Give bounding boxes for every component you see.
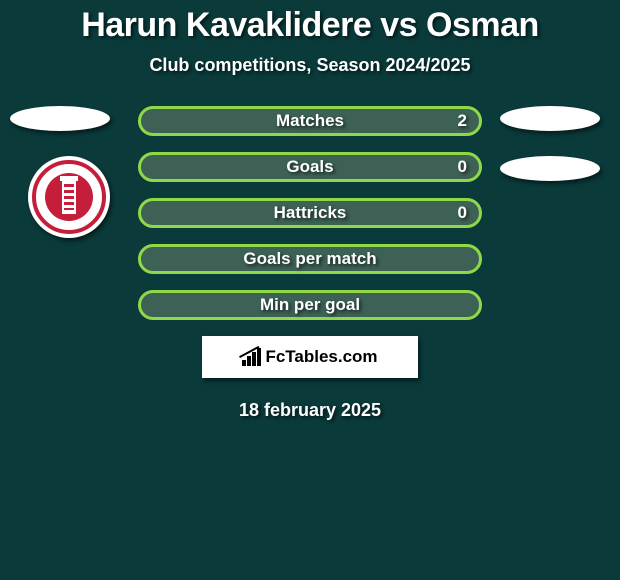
club-badge-center [45,173,93,221]
bar-chart-icon [242,348,261,366]
club-badge-left [28,156,110,238]
left-player-column [10,106,110,238]
tower-icon [62,180,76,214]
comparison-content: Matches 2 Goals 0 Hattricks 0 Goals per … [0,106,620,421]
site-badge: FcTables.com [202,336,418,378]
page-subtitle: Club competitions, Season 2024/2025 [0,55,620,76]
stat-row-hattricks: Hattricks 0 [138,198,482,228]
stat-value-right: 0 [458,203,467,223]
stat-label: Hattricks [141,203,479,223]
footer-date: 18 february 2025 [0,400,620,421]
stat-row-goals-per-match: Goals per match [138,244,482,274]
stat-label: Goals [141,157,479,177]
stat-label: Min per goal [141,295,479,315]
page-title: Harun Kavaklidere vs Osman [0,0,620,45]
stat-rows: Matches 2 Goals 0 Hattricks 0 Goals per … [138,106,482,320]
stat-label: Matches [141,111,479,131]
club-badge-ring [32,160,106,234]
site-badge-label: FcTables.com [265,347,377,367]
player-photo-placeholder-right-1 [500,106,600,131]
player-photo-placeholder-right-2 [500,156,600,181]
stat-row-matches: Matches 2 [138,106,482,136]
stat-row-min-per-goal: Min per goal [138,290,482,320]
player-photo-placeholder-left [10,106,110,131]
right-player-column [500,106,600,206]
stat-value-right: 2 [458,111,467,131]
stat-row-goals: Goals 0 [138,152,482,182]
stat-label: Goals per match [141,249,479,269]
stat-value-right: 0 [458,157,467,177]
